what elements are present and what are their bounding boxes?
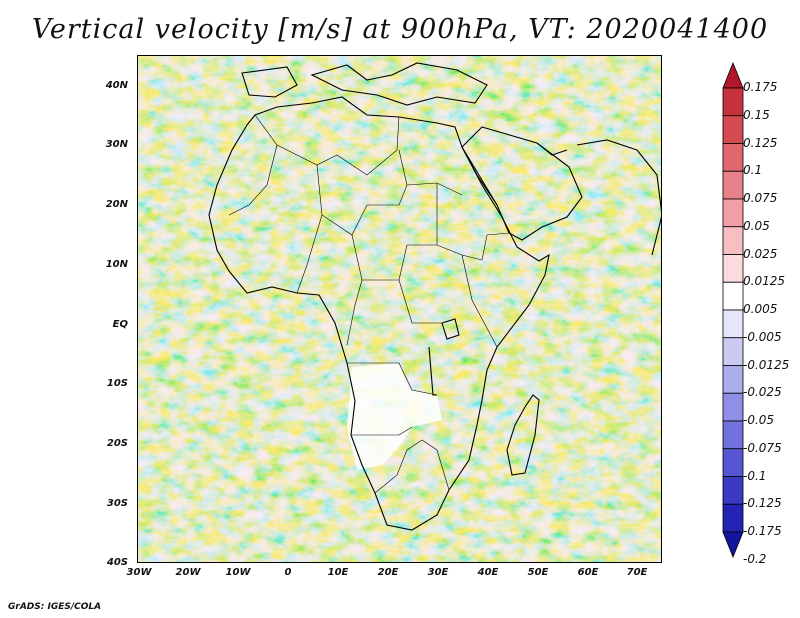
coastlines bbox=[208, 62, 662, 531]
colorbar-segment bbox=[722, 226, 744, 255]
colorbar-tick-label: 0.025 bbox=[743, 246, 778, 261]
colorbar-tick-label: -0.1 bbox=[743, 468, 767, 483]
lat-label: 20S bbox=[106, 438, 128, 449]
colorbar-tick-label: 0.1 bbox=[743, 163, 763, 178]
colorbar-min-triangle bbox=[722, 531, 744, 558]
colorbar-segment bbox=[722, 143, 744, 172]
map-frame bbox=[137, 55, 662, 563]
colorbar-segment bbox=[722, 254, 744, 283]
colorbar-segment bbox=[722, 170, 744, 200]
lon-label: 10W bbox=[225, 567, 251, 578]
colorbar-tick-label: -0.025 bbox=[743, 385, 782, 400]
colorbar-segment bbox=[722, 476, 744, 505]
lon-label: 50E bbox=[527, 567, 549, 578]
colorbar-tick-label: 0.15 bbox=[743, 107, 770, 122]
lat-label: 30S bbox=[106, 498, 128, 509]
colorbar-tick-label: 0.05 bbox=[743, 218, 770, 233]
colorbar-segment bbox=[722, 198, 744, 228]
lat-label: 40N bbox=[105, 80, 128, 91]
lat-label: 10N bbox=[105, 259, 128, 270]
colorbar-tick-label: -0.05 bbox=[743, 413, 775, 427]
colorbar-tick-label: -0.175 bbox=[743, 524, 782, 538]
colorbar-tick-label: -0.125 bbox=[743, 496, 782, 511]
lat-label: 40S bbox=[106, 557, 128, 568]
lon-label: 60E bbox=[577, 567, 599, 578]
colorbar-tick-label: 0.0125 bbox=[743, 274, 785, 289]
colorbar-segment bbox=[722, 281, 744, 311]
map-panel bbox=[137, 55, 662, 563]
lon-label: 10E bbox=[327, 567, 349, 578]
lon-label: 0 bbox=[284, 567, 292, 578]
colorbar-segment bbox=[722, 392, 744, 422]
colorbar-segment bbox=[722, 115, 744, 144]
lon-label: 40E bbox=[477, 567, 499, 578]
colorbar-tick-label: 0.005 bbox=[743, 302, 778, 316]
lon-label: 20W bbox=[175, 567, 201, 578]
chart-title: Vertical velocity [m/s] at 900hPa, VT: 2… bbox=[31, 14, 769, 45]
colorbar-tick-label: -0.005 bbox=[743, 329, 782, 344]
colorbar-tick-label: 0.175 bbox=[743, 80, 778, 94]
lon-label: 30W bbox=[126, 567, 152, 578]
lat-label: 10S bbox=[106, 378, 128, 389]
colorbar-segment bbox=[722, 420, 744, 450]
lon-label: 70E bbox=[626, 567, 648, 578]
vertical-velocity-map bbox=[137, 55, 662, 563]
lat-label: 30N bbox=[105, 139, 128, 150]
low-velocity-region bbox=[347, 363, 442, 470]
lat-label: EQ bbox=[112, 319, 128, 330]
colorbar-segment bbox=[722, 337, 744, 366]
colorbar-max-triangle bbox=[722, 62, 744, 89]
colorbar-segment bbox=[722, 365, 744, 394]
colorbar-segment bbox=[722, 87, 744, 117]
lon-label: 20E bbox=[377, 567, 399, 578]
colorbar-segment bbox=[722, 503, 744, 533]
colorbar-tick-label: -0.0125 bbox=[743, 357, 790, 372]
colorbar-tick-label: -0.075 bbox=[743, 440, 782, 455]
colorbar bbox=[722, 62, 744, 558]
country-borders bbox=[228, 114, 510, 494]
velocity-streaks bbox=[137, 55, 662, 563]
lat-label: 20N bbox=[105, 199, 128, 210]
lon-label: 30E bbox=[427, 567, 449, 578]
colorbar-tick-label: -0.2 bbox=[743, 551, 767, 566]
colorbar-tick-label: 0.125 bbox=[743, 135, 778, 150]
colorbar-tick-label: 0.075 bbox=[743, 191, 778, 205]
colorbar-segment bbox=[722, 448, 744, 477]
colorbar-segment bbox=[722, 309, 744, 339]
credit-text: GrADS: IGES/COLA bbox=[8, 602, 102, 612]
